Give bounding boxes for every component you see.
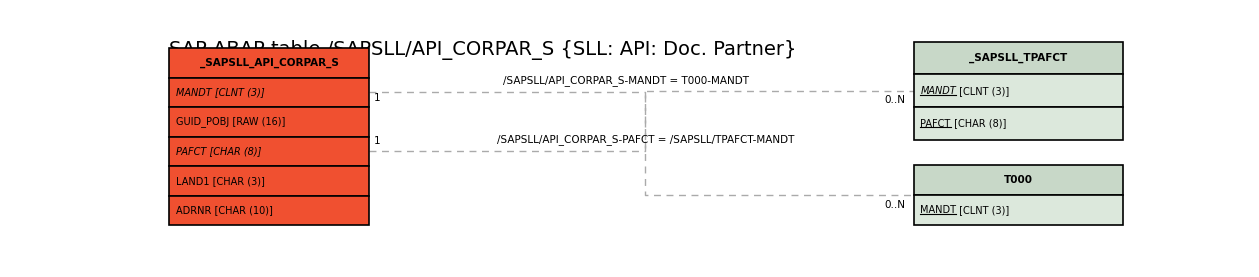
Bar — [169, 48, 369, 78]
Text: T000: T000 — [1003, 175, 1032, 185]
Bar — [169, 166, 369, 196]
Text: _SAPSLL_TPAFCT: _SAPSLL_TPAFCT — [969, 53, 1068, 63]
Text: ADRNR [CHAR (10)]: ADRNR [CHAR (10)] — [176, 206, 273, 216]
Text: 1: 1 — [374, 136, 380, 146]
Text: 0..N: 0..N — [885, 200, 905, 210]
Bar — [914, 75, 1123, 107]
Text: [CHAR (8)]: [CHAR (8)] — [951, 119, 1006, 129]
Text: _SAPSLL_API_CORPAR_S: _SAPSLL_API_CORPAR_S — [200, 58, 339, 68]
Text: /SAPSLL/API_CORPAR_S-MANDT = T000-MANDT: /SAPSLL/API_CORPAR_S-MANDT = T000-MANDT — [502, 75, 749, 86]
Text: /SAPSLL/API_CORPAR_S-PAFCT = /SAPSLL/TPAFCT-MANDT: /SAPSLL/API_CORPAR_S-PAFCT = /SAPSLL/TPA… — [496, 134, 794, 145]
Bar — [169, 78, 369, 107]
Text: 1: 1 — [374, 94, 380, 104]
Bar — [169, 137, 369, 166]
Text: GUID_POBJ [RAW (16)]: GUID_POBJ [RAW (16)] — [176, 117, 286, 127]
Text: [CLNT (3)]: [CLNT (3)] — [957, 205, 1010, 215]
Text: SAP ABAP table /SAPSLL/API_CORPAR_S {SLL: API: Doc. Partner}: SAP ABAP table /SAPSLL/API_CORPAR_S {SLL… — [169, 40, 797, 60]
Text: MANDT: MANDT — [920, 205, 957, 215]
Text: LAND1 [CHAR (3)]: LAND1 [CHAR (3)] — [176, 176, 264, 186]
Text: [CLNT (3)]: [CLNT (3)] — [956, 86, 1010, 96]
Text: MANDT [CLNT (3)]: MANDT [CLNT (3)] — [176, 88, 264, 98]
Bar — [169, 107, 369, 137]
Bar — [169, 196, 369, 225]
Bar — [914, 42, 1123, 75]
Text: 0..N: 0..N — [885, 95, 905, 105]
Bar — [914, 195, 1123, 225]
Text: MANDT: MANDT — [920, 86, 956, 96]
Text: PAFCT: PAFCT — [920, 119, 951, 129]
Bar — [914, 107, 1123, 140]
Text: PAFCT [CHAR (8)]: PAFCT [CHAR (8)] — [176, 147, 262, 157]
Bar — [914, 165, 1123, 195]
